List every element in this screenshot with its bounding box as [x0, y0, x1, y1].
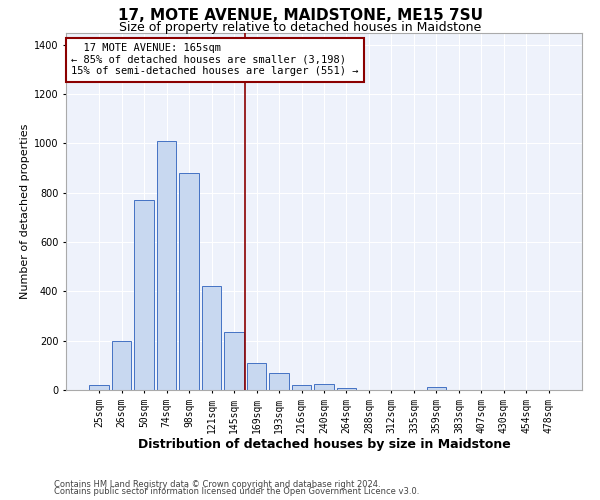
Text: Contains public sector information licensed under the Open Government Licence v3: Contains public sector information licen…	[54, 487, 419, 496]
Bar	[427, 387, 446, 390]
Bar	[314, 384, 334, 390]
Bar	[269, 373, 289, 390]
Text: Size of property relative to detached houses in Maidstone: Size of property relative to detached ho…	[119, 21, 481, 34]
Text: Contains HM Land Registry data © Crown copyright and database right 2024.: Contains HM Land Registry data © Crown c…	[54, 480, 380, 489]
Bar	[292, 385, 311, 390]
Bar	[202, 286, 221, 390]
Bar	[224, 332, 244, 390]
Bar	[89, 385, 109, 390]
Bar	[337, 388, 356, 390]
Text: 17, MOTE AVENUE, MAIDSTONE, ME15 7SU: 17, MOTE AVENUE, MAIDSTONE, ME15 7SU	[118, 8, 482, 22]
Y-axis label: Number of detached properties: Number of detached properties	[20, 124, 29, 299]
Bar	[112, 340, 131, 390]
Bar	[157, 141, 176, 390]
Bar	[134, 200, 154, 390]
Bar	[247, 364, 266, 390]
Bar	[179, 173, 199, 390]
Text: 17 MOTE AVENUE: 165sqm
← 85% of detached houses are smaller (3,198)
15% of semi-: 17 MOTE AVENUE: 165sqm ← 85% of detached…	[71, 43, 359, 76]
X-axis label: Distribution of detached houses by size in Maidstone: Distribution of detached houses by size …	[137, 438, 511, 452]
